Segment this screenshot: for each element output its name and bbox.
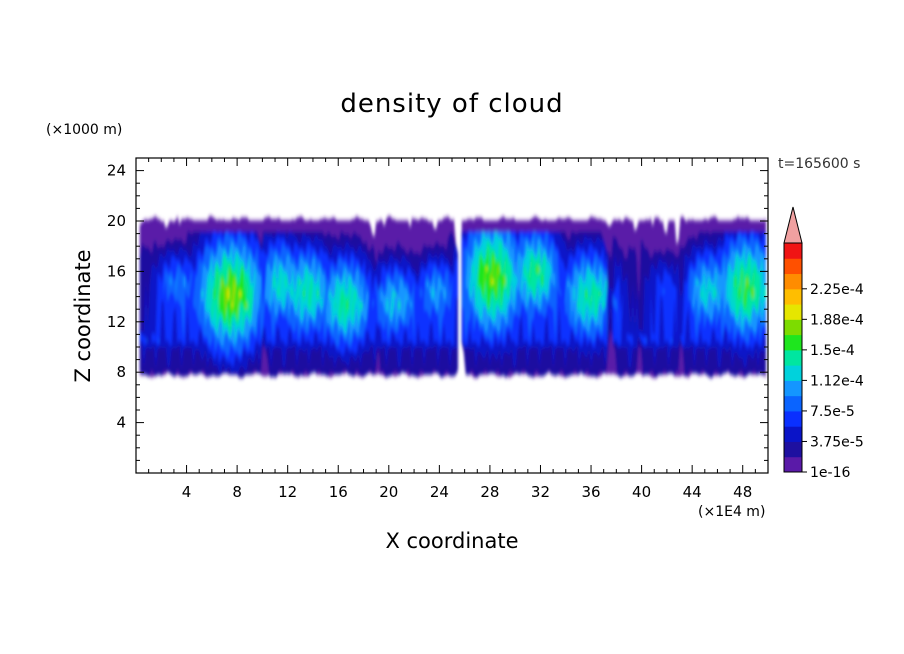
contour-band: [213, 243, 761, 330]
y-tick-label: 24: [107, 162, 126, 180]
x-tick-label: 4: [182, 483, 192, 501]
colorbar-extend-arrow: [783, 206, 803, 244]
colorbar-swatch: [784, 258, 802, 275]
x-unit-label: (×1E4 m): [698, 504, 765, 520]
x-tick-label: 36: [581, 483, 600, 501]
colorbar-frame: [783, 242, 803, 473]
colorbar-label: 1.12e-4: [810, 373, 864, 389]
x-tick-label: 48: [733, 483, 752, 501]
y-tick-label: 4: [116, 414, 126, 432]
colorbar: 1e-16 3.75e-5 7.5e-5 1.12e-4 1.5e-4 1.88e-4 2.…: [783, 206, 864, 481]
colorbar-swatch: [784, 395, 802, 412]
y-tick-label: 20: [107, 212, 126, 230]
colorbar-swatch: [784, 334, 802, 351]
contour-band: [139, 231, 767, 368]
y-ticks: 4 8 12 16 20 24: [107, 162, 768, 461]
x-tick-label: 20: [379, 483, 398, 501]
colorbar-swatch: [784, 426, 802, 442]
y-tick-label: 12: [107, 313, 126, 331]
y-axis-label: Z coordinate: [71, 249, 95, 382]
colorbar-swatch: [784, 410, 802, 427]
colorbar-label: 1.88e-4: [810, 312, 864, 328]
x-tick-label: 40: [632, 483, 651, 501]
x-tick-label: 12: [278, 483, 297, 501]
colorbar-label: 7.5e-5: [810, 404, 855, 420]
heatmap-field: [136, 158, 768, 473]
colorbar-swatch: [784, 349, 802, 366]
colorbar-swatch: [784, 380, 802, 397]
x-axis-label: X coordinate: [385, 529, 518, 553]
colorbar-swatch: [784, 441, 802, 458]
chart-title: density of cloud: [340, 89, 563, 119]
x-tick-label: 32: [531, 483, 550, 501]
colorbar-swatch: [784, 365, 802, 381]
colorbar-label: 2.25e-4: [810, 282, 864, 298]
y-tick-label: 8: [116, 363, 126, 381]
colorbar-label: 1.5e-4: [810, 343, 855, 359]
x-tick-label: 8: [232, 483, 242, 501]
colorbar-swatch: [784, 243, 802, 259]
y-unit-label: (×1000 m): [46, 122, 122, 138]
colorbar-swatch: [784, 304, 802, 320]
colorbar-label: 1e-16: [810, 465, 850, 481]
time-label: t=165600 s: [778, 156, 860, 172]
colorbar-label: 3.75e-5: [810, 434, 864, 450]
colorbar-swatch: [784, 319, 802, 336]
x-tick-label: 24: [430, 483, 449, 501]
colorbar-swatch: [784, 456, 802, 473]
x-ticks: 4 8 12 16 20 24 28 32 36 40 44 48: [148, 158, 756, 501]
colorbar-swatch: [784, 273, 802, 290]
x-tick-label: 28: [480, 483, 499, 501]
y-tick-label: 16: [107, 262, 126, 280]
x-tick-label: 44: [683, 483, 702, 501]
x-tick-label: 16: [329, 483, 348, 501]
colorbar-swatch: [784, 288, 802, 305]
